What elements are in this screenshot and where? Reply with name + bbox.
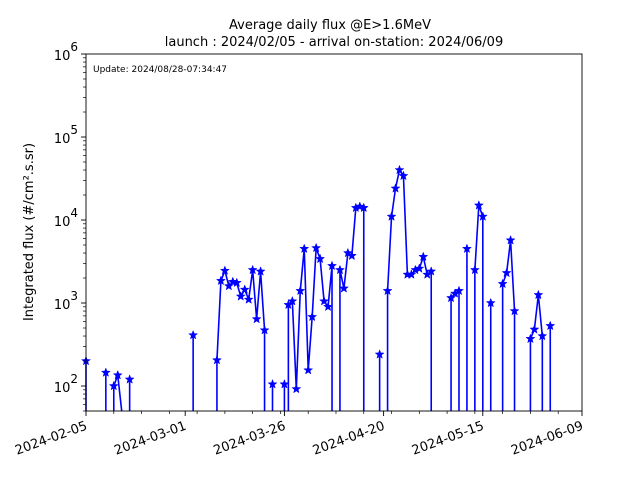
- data-point-star: [386, 211, 397, 221]
- data-point-star: [267, 378, 278, 389]
- y-tick-label: 106: [54, 40, 78, 64]
- data-point-star: [382, 285, 393, 296]
- data-point-star: [509, 305, 520, 316]
- data-point-star: [537, 330, 548, 341]
- x-tick-label: 2024-06-09: [509, 419, 585, 459]
- plot-area: [86, 54, 582, 411]
- data-point-star: [390, 183, 401, 193]
- y-tick-label: 103: [54, 289, 78, 313]
- data-point-star: [188, 329, 199, 340]
- data-point-star: [418, 251, 429, 262]
- data-point-star: [231, 277, 242, 288]
- data-point-star: [299, 243, 310, 254]
- data-point-star: [307, 311, 318, 322]
- data-point-star: [287, 295, 298, 306]
- series-line-segment: [501, 239, 516, 411]
- data-point-star: [259, 324, 270, 335]
- data-point-star: [255, 266, 266, 276]
- data-point-star: [497, 278, 508, 289]
- data-point-star: [374, 349, 385, 359]
- data-point-star: [100, 367, 111, 377]
- data-point-star: [529, 324, 540, 334]
- data-point-star: [291, 383, 302, 394]
- y-tick-label: 102: [54, 372, 78, 396]
- data-point-star: [485, 297, 496, 308]
- data-point-star: [398, 170, 409, 181]
- x-tick-label: 2024-04-20: [311, 419, 387, 459]
- data-point-star: [453, 285, 465, 296]
- data-point-star: [235, 291, 246, 301]
- data-point-star: [303, 364, 314, 375]
- data-point-star: [545, 320, 556, 331]
- data-point-star: [295, 285, 306, 296]
- x-tick-label: 2024-03-26: [212, 419, 288, 459]
- x-tick-label: 2024-02-05: [13, 419, 89, 459]
- data-point-star: [311, 242, 322, 253]
- data-point-star: [533, 289, 544, 300]
- data-point-star: [124, 374, 135, 384]
- chart-title-line1: Average daily flux @E>1.6MeV: [229, 18, 431, 33]
- data-point-star: [338, 283, 349, 293]
- data-point-star: [446, 292, 457, 303]
- y-axis-label: Integrated flux (#/cm².s.sr): [22, 143, 37, 321]
- data-point-star: [426, 266, 437, 276]
- data-point-star: [469, 264, 480, 275]
- data-point-star: [525, 333, 536, 344]
- data-point-star: [334, 264, 346, 275]
- data-point-star: [473, 200, 484, 210]
- data-point-star: [108, 380, 119, 391]
- data-point-star: [326, 260, 338, 271]
- data-point-star: [112, 369, 123, 380]
- data-point-star: [501, 267, 512, 278]
- x-tick-label: 2024-05-15: [410, 419, 486, 459]
- y-tick-label: 104: [54, 206, 78, 230]
- x-tick-label: 2024-03-01: [112, 419, 188, 459]
- data-point-star: [322, 301, 334, 312]
- data-point-star: [223, 280, 234, 291]
- data-point-star: [211, 354, 222, 365]
- series-line-segment: [529, 294, 544, 411]
- data-point-star: [239, 284, 250, 294]
- plot-frame: [85, 53, 583, 412]
- data-point-star: [243, 294, 254, 304]
- data-point-star: [247, 264, 258, 275]
- data-point-star: [394, 164, 405, 175]
- data-point-star: [251, 313, 262, 324]
- data-point-star: [461, 243, 472, 254]
- data-point-star: [319, 295, 330, 306]
- data-point-star: [406, 269, 417, 279]
- data-point-star: [414, 263, 425, 273]
- series-line-segment: [112, 374, 123, 412]
- data-point-star: [219, 265, 230, 276]
- data-point-star: [315, 253, 326, 264]
- data-point-star: [346, 250, 357, 261]
- data-point-star: [215, 275, 226, 286]
- data-point-star: [477, 211, 488, 221]
- y-tick-label: 105: [54, 123, 78, 147]
- data-point-star: [358, 202, 369, 213]
- plot-lines-layer: [80, 164, 556, 412]
- chart-title-line2: launch : 2024/02/05 - arrival on-station…: [165, 35, 503, 50]
- update-annotation: Update: 2024/08/28-07:34:47: [93, 65, 227, 75]
- data-point-star: [505, 234, 516, 245]
